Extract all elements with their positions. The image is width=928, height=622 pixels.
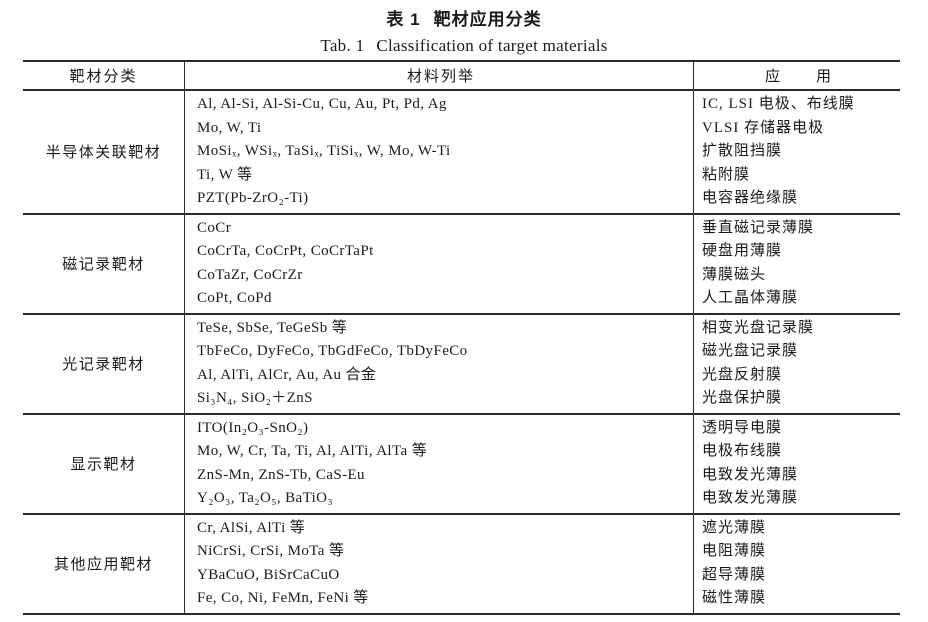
application-line: 扩散阻挡膜 bbox=[702, 143, 783, 159]
material-line: Al, AlTi, AlCr, Au, Au 合金 bbox=[197, 366, 377, 383]
header-materials: 材料列举 bbox=[185, 62, 694, 89]
table-number-zh: 表 1 bbox=[386, 10, 421, 29]
category-cell: 磁记录靶材 bbox=[23, 214, 185, 313]
materials-cell: CoCr CoCrTa, CoCrPt, CoCrTaPt CoTaZr, Co… bbox=[185, 214, 694, 313]
application-line: 粘附膜 bbox=[702, 166, 751, 183]
material-line: CoTaZr, CoCrZr bbox=[197, 266, 303, 283]
application-line: 电阻薄膜 bbox=[702, 543, 767, 559]
application-line: VLSI 存储器电极 bbox=[702, 119, 825, 136]
applications-cell: IC, LSI 电极、布线膜 VLSI 存储器电极 扩散阻挡膜 粘附膜 电容器绝… bbox=[694, 91, 900, 213]
materials-cell: ITO(In₂O₃-SnO₂) Mo, W, Cr, Ta, Ti, Al, A… bbox=[185, 414, 694, 513]
application-line: 磁光盘记录膜 bbox=[702, 343, 799, 359]
applications-cell: 遮光薄膜 电阻薄膜 超导薄膜 磁性薄膜 bbox=[694, 515, 900, 613]
category-cell: 光记录靶材 bbox=[23, 314, 185, 413]
application-line: 电极布线膜 bbox=[702, 443, 783, 459]
materials-cell: TeSe, SbSe, TeGeSb 等 TbFeCo, DyFeCo, TbG… bbox=[185, 314, 694, 413]
material-line: PZT(Pb-ZrO₂-Ti) bbox=[197, 190, 309, 206]
material-line: CoCr bbox=[197, 219, 232, 236]
applications-cell: 相变光盘记录膜 磁光盘记录膜 光盘反射膜 光盘保护膜 bbox=[694, 315, 900, 413]
application-line: 遮光薄膜 bbox=[702, 519, 767, 536]
applications-cell: 透明导电膜 电极布线膜 电致发光薄膜 电致发光薄膜 bbox=[694, 415, 900, 513]
materials-cell: Cr, AlSi, AlTi 等 NiCrSi, CrSi, MoTa 等 YB… bbox=[185, 514, 694, 613]
application-line: 透明导电膜 bbox=[702, 419, 783, 436]
materials-cell: Al, Al-Si, Al-Si-Cu, Cu, Au, Pt, Pd, Ag … bbox=[185, 91, 694, 213]
material-line: TeSe, SbSe, TeGeSb 等 bbox=[197, 319, 348, 336]
application-line: 磁性薄膜 bbox=[702, 590, 767, 606]
material-line: Ti, W 等 bbox=[197, 166, 253, 183]
application-line: 电致发光薄膜 bbox=[702, 490, 799, 506]
material-line: ITO(In₂O₃-SnO₂) bbox=[197, 419, 309, 436]
material-line: CoCrTa, CoCrPt, CoCrTaPt bbox=[197, 243, 374, 259]
application-line: 光盘保护膜 bbox=[702, 390, 783, 406]
material-line: YBaCuO, BiSrCaCuO bbox=[197, 566, 340, 583]
table-title-en: Tab. 1 Classification of target materials bbox=[0, 36, 928, 56]
material-line: Mo, W, Ti bbox=[197, 119, 262, 136]
header-category: 靶材分类 bbox=[23, 62, 185, 89]
category-cell: 显示靶材 bbox=[23, 414, 185, 513]
application-line: 电容器绝缘膜 bbox=[702, 190, 799, 206]
material-line: Fe, Co, Ni, FeMn, FeNi 等 bbox=[197, 590, 369, 606]
target-materials-table: 靶材分类 材料列举 应 用 半导体关联靶材 Al, Al-Si, Al-Si-C… bbox=[23, 60, 900, 615]
material-line: MoSiₓ, WSiₓ, TaSiₓ, TiSiₓ, W, Mo, W-Ti bbox=[197, 143, 451, 159]
application-line: 人工晶体薄膜 bbox=[702, 290, 799, 306]
header-application: 应 用 bbox=[764, 69, 833, 85]
application-line: 电致发光薄膜 bbox=[702, 466, 799, 483]
application-line: 垂直磁记录薄膜 bbox=[702, 219, 815, 236]
table-title-zh-text: 靶材应用分类 bbox=[433, 10, 542, 29]
section-other-applications: 其他应用靶材 Cr, AlSi, AlTi 等 NiCrSi, CrSi, Mo… bbox=[23, 514, 900, 613]
section-optical-recording: 光记录靶材 TeSe, SbSe, TeGeSb 等 TbFeCo, DyFeC… bbox=[23, 314, 900, 415]
application-line: 超导薄膜 bbox=[702, 566, 767, 583]
material-line: Y₂O₃, Ta₂O₅, BaTiO₃ bbox=[197, 490, 334, 506]
table-header-row: 靶材分类 材料列举 应 用 bbox=[23, 62, 900, 91]
category-cell: 半导体关联靶材 bbox=[23, 91, 185, 213]
material-line: Al, Al-Si, Al-Si-Cu, Cu, Au, Pt, Pd, Ag bbox=[197, 96, 447, 112]
table-number-en: Tab. 1 bbox=[320, 36, 365, 55]
material-line: Cr, AlSi, AlTi 等 bbox=[197, 519, 306, 536]
application-line: IC, LSI 电极、布线膜 bbox=[702, 96, 855, 112]
application-line: 相变光盘记录膜 bbox=[702, 319, 815, 336]
material-line: TbFeCo, DyFeCo, TbGdFeCo, TbDyFeCo bbox=[197, 343, 468, 359]
material-line: Si₃N₄, SiO₂＋ZnS bbox=[197, 390, 313, 406]
section-magnetic-recording: 磁记录靶材 CoCr CoCrTa, CoCrPt, CoCrTaPt CoTa… bbox=[23, 214, 900, 315]
applications-cell: 垂直磁记录薄膜 硬盘用薄膜 薄膜磁头 人工晶体薄膜 bbox=[694, 215, 900, 313]
table-title-zh: 表 1 靶材应用分类 bbox=[0, 0, 928, 30]
material-line: ZnS-Mn, ZnS-Tb, CaS-Eu bbox=[197, 466, 365, 483]
application-line: 硬盘用薄膜 bbox=[702, 243, 783, 259]
application-line: 薄膜磁头 bbox=[702, 266, 767, 283]
table-title-en-text: Classification of target materials bbox=[376, 36, 608, 55]
material-line: NiCrSi, CrSi, MoTa 等 bbox=[197, 543, 345, 559]
application-line: 光盘反射膜 bbox=[702, 366, 783, 383]
material-line: Mo, W, Cr, Ta, Ti, Al, AlTi, AlTa 等 bbox=[197, 443, 428, 459]
section-semiconductor: 半导体关联靶材 Al, Al-Si, Al-Si-Cu, Cu, Au, Pt,… bbox=[23, 91, 900, 215]
section-display: 显示靶材 ITO(In₂O₃-SnO₂) Mo, W, Cr, Ta, Ti, … bbox=[23, 414, 900, 515]
category-cell: 其他应用靶材 bbox=[23, 514, 185, 613]
material-line: CoPt, CoPd bbox=[197, 290, 272, 306]
